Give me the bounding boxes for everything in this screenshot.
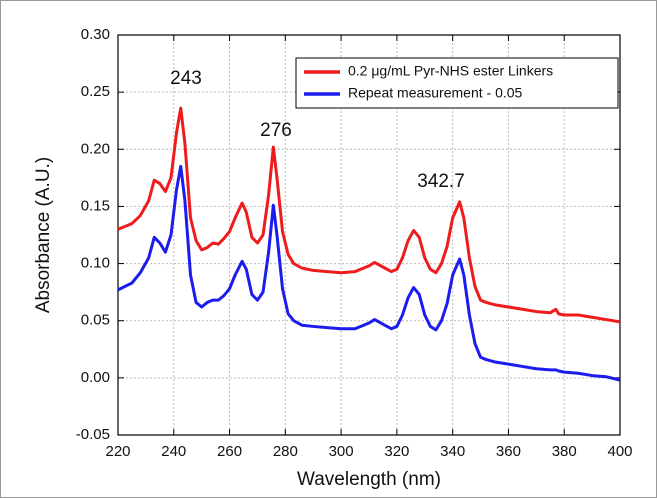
y-tick-label: 0.10 — [81, 255, 110, 272]
legend-label: Repeat measurement - 0.05 — [348, 85, 523, 101]
series-line — [117, 106, 621, 324]
x-tick-label: 340 — [440, 443, 465, 460]
y-tick-label: 0.20 — [81, 140, 110, 157]
x-tick-label: 380 — [552, 443, 577, 460]
plot-frame — [117, 34, 621, 436]
x-axis-label: Wavelength (nm) — [297, 469, 441, 490]
annotation: 243 — [170, 68, 202, 89]
x-tick-label: 360 — [496, 443, 521, 460]
y-tick-label: 0.25 — [81, 83, 110, 100]
y-tick-label: -0.05 — [76, 426, 110, 443]
x-tick-label: 320 — [384, 443, 409, 460]
x-tick-label: 300 — [329, 443, 354, 460]
x-tick-label: 260 — [217, 443, 242, 460]
x-tick-label: 220 — [105, 443, 130, 460]
y-tick-label: 0.30 — [81, 26, 110, 43]
legend-label: 0.2 μg/mL Pyr-NHS ester Linkers — [348, 63, 553, 79]
y-tick-label: 0.05 — [81, 312, 110, 329]
y-axis-label: Absorbance (A.U.) — [33, 157, 54, 313]
x-tick-label: 280 — [273, 443, 298, 460]
annotation: 276 — [260, 120, 292, 141]
x-tick-label: 240 — [161, 443, 186, 460]
x-tick-label: 400 — [607, 443, 632, 460]
y-tick-label: 0.15 — [81, 197, 110, 214]
y-tick-label: 0.00 — [81, 369, 110, 386]
series-line — [117, 164, 621, 382]
annotation: 342.7 — [417, 171, 465, 192]
legend-box — [295, 57, 619, 109]
